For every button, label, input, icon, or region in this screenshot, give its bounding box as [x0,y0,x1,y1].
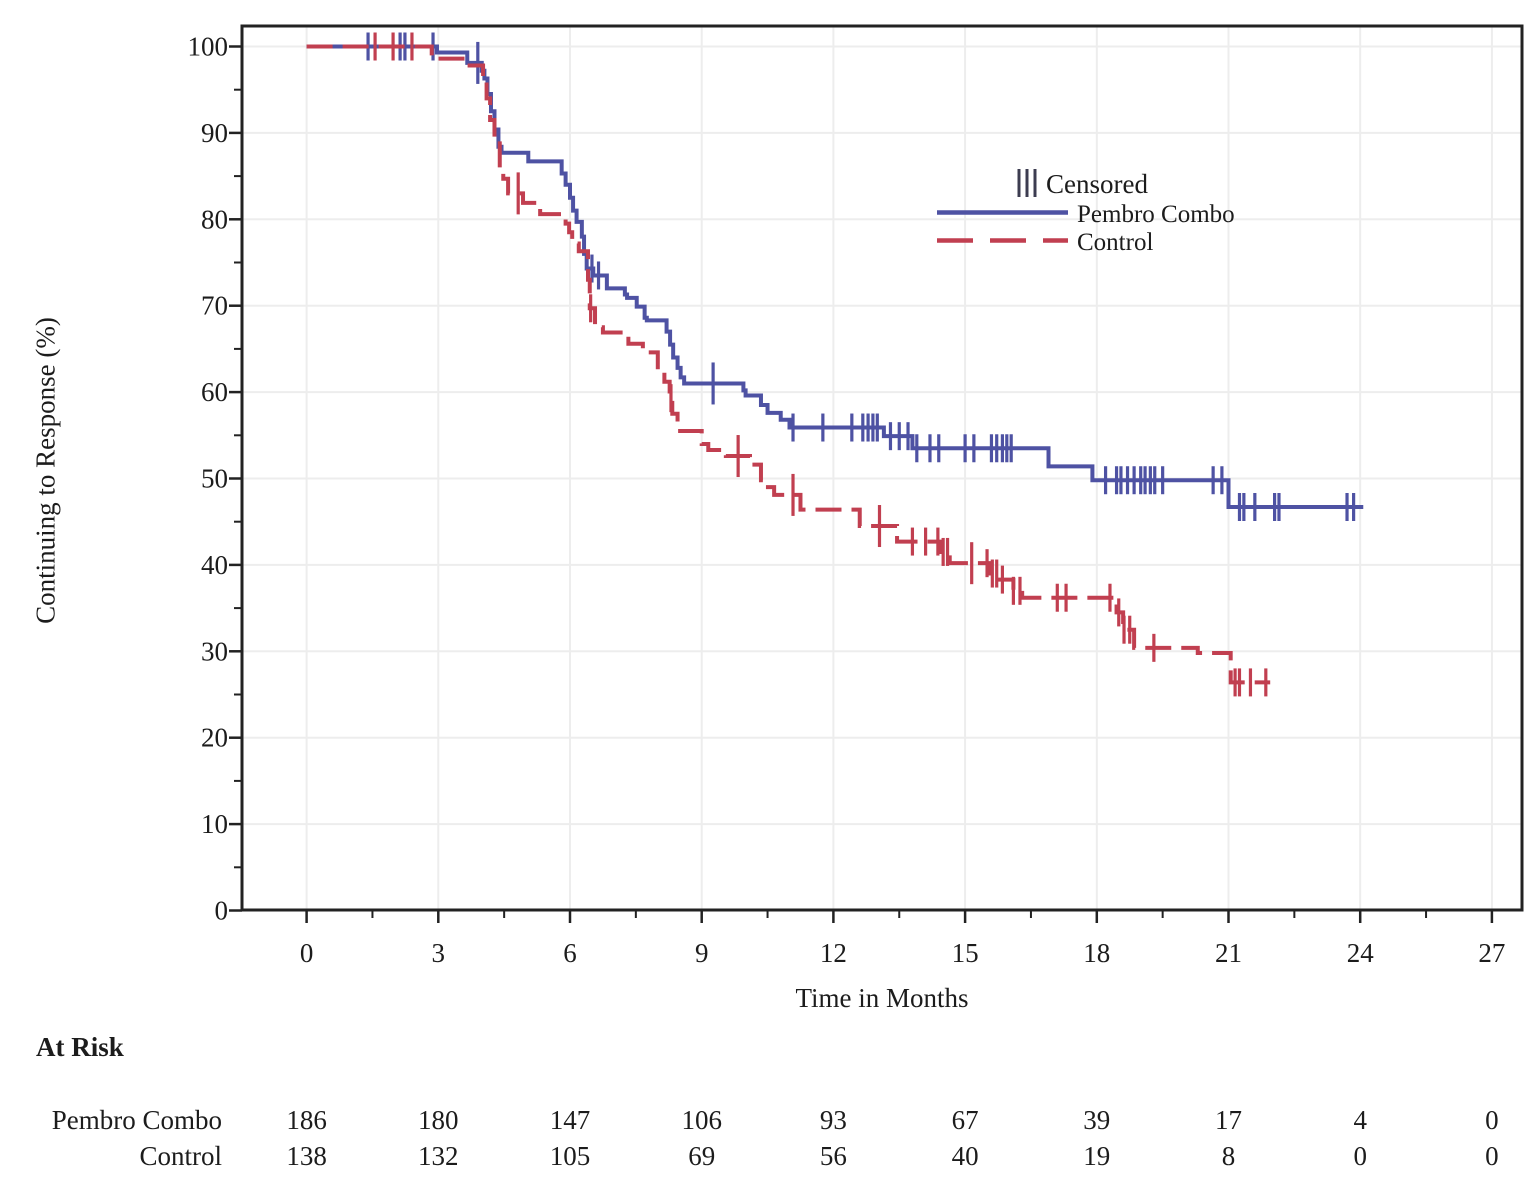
at-risk-count: 0 [1353,1141,1367,1171]
at-risk-count: 40 [951,1141,979,1171]
y-tick-label: 70 [201,291,228,321]
at-risk-count: 0 [1485,1105,1499,1135]
at-risk-count: 132 [418,1141,459,1171]
y-tick-label: 20 [201,723,228,753]
y-tick-label: 80 [201,204,228,234]
y-tick-label: 50 [201,464,228,494]
y-tick-label: 90 [201,118,228,148]
km-curve-pembro-combo [306,44,1364,510]
y-tick-label: 40 [201,550,228,580]
legend-label-pembro-combo: Pembro Combo [1077,201,1235,228]
at-risk-count: 106 [681,1105,722,1135]
at-risk-count: 67 [951,1105,979,1135]
x-tick-label: 18 [1083,938,1110,968]
at-risk-count: 19 [1083,1141,1111,1171]
at-risk-count: 39 [1083,1105,1111,1135]
at-risk-count: 105 [549,1141,591,1171]
at-risk-count: 8 [1221,1141,1236,1171]
x-tick-label: 0 [300,938,314,968]
at-risk-count: 17 [1215,1105,1242,1135]
x-tick-label: 27 [1478,938,1505,968]
y-tick-label: 0 [215,896,229,926]
at-risk-row-label-pembro-combo: Pembro Combo [51,1105,222,1135]
at-risk-row-label-control: Control [139,1141,222,1171]
x-tick-label: 12 [820,938,847,968]
y-tick-label: 100 [188,32,229,62]
x-tick-label: 3 [432,938,446,968]
at-risk-count: 180 [418,1105,459,1135]
y-tick-label: 10 [201,809,228,839]
x-axis-title: Time in Months [795,983,969,1013]
plot-frame [240,24,1524,912]
x-tick-label: 15 [952,938,979,968]
x-tick-label: 9 [695,938,709,968]
at-risk-count: 138 [286,1141,327,1171]
y-axis-title: Continuing to Response (%) [30,317,61,624]
legend-censored-label: Censored [1046,169,1148,199]
at-risk-count: 56 [819,1141,847,1171]
at-risk-title: At Risk [36,1032,124,1062]
y-tick-label: 60 [201,377,228,407]
at-risk-count: 69 [688,1141,716,1171]
x-tick-label: 6 [563,938,577,968]
at-risk-count: 186 [286,1105,327,1135]
y-tick-label: 30 [201,636,228,666]
legend-label-control: Control [1077,229,1154,256]
x-tick-label: 24 [1347,938,1375,968]
km-curve-control [306,44,1271,685]
at-risk-count: 0 [1485,1141,1499,1171]
at-risk-count: 4 [1353,1105,1367,1135]
at-risk-count: 147 [549,1105,591,1135]
at-risk-count: 93 [819,1105,847,1135]
x-tick-label: 21 [1215,938,1242,968]
